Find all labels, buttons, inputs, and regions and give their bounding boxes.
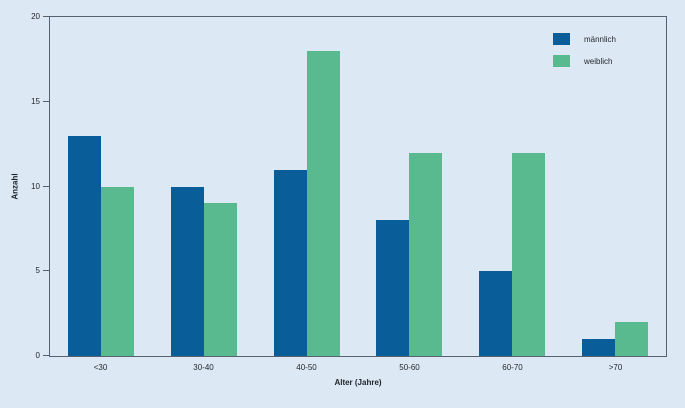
y-tick-label: 0 bbox=[35, 351, 40, 360]
bar-weiblich-60-70 bbox=[512, 152, 546, 356]
bar-group-40-50 bbox=[255, 17, 358, 356]
legend-item-männlich: männlich bbox=[552, 33, 616, 45]
y-tick-label: 15 bbox=[31, 96, 40, 106]
bar-weiblich-30-40 bbox=[204, 203, 237, 356]
bar-männlich-<30 bbox=[68, 135, 102, 356]
y-tick-mark bbox=[43, 100, 49, 102]
bar-groups bbox=[50, 17, 666, 356]
x-tick-label: 60-70 bbox=[502, 363, 523, 372]
legend-label: männlich bbox=[583, 34, 616, 44]
plot-area: 0 5 10 15 20 männlich weiblich bbox=[31, 12, 667, 360]
legend-label: weiblich bbox=[583, 56, 613, 66]
bar-männlich->70 bbox=[581, 339, 615, 356]
x-axis-title: Alter (Jahre) bbox=[334, 378, 382, 387]
legend-swatch bbox=[552, 33, 570, 45]
x-tick-label: 50-60 bbox=[399, 363, 420, 372]
bar-männlich-50-60 bbox=[376, 220, 410, 356]
bar-group->70 bbox=[563, 17, 666, 356]
y-tick-label: 10 bbox=[31, 181, 40, 191]
bar-weiblich-50-60 bbox=[409, 152, 443, 356]
x-tick-label: 40-50 bbox=[296, 363, 317, 372]
x-tick-label: >70 bbox=[608, 363, 623, 372]
bar-weiblich-40-50 bbox=[306, 50, 340, 356]
y-tick-label: 20 bbox=[31, 12, 40, 21]
bar-weiblich->70 bbox=[614, 322, 648, 356]
bar-männlich-30-40 bbox=[171, 186, 204, 356]
x-axis-tick-labels: <30 30-40 40-50 50-60 60-70 >70 bbox=[49, 363, 667, 372]
bar-group-50-60 bbox=[358, 17, 461, 356]
y-tick-mark bbox=[43, 355, 49, 356]
bar-männlich-60-70 bbox=[479, 271, 513, 356]
x-tick-label: <30 bbox=[93, 363, 108, 372]
bar-weiblich-<30 bbox=[101, 186, 135, 356]
legend-swatch bbox=[552, 55, 570, 67]
bar-männlich-40-50 bbox=[273, 169, 307, 356]
bar-group-60-70 bbox=[461, 17, 564, 356]
y-tick-mark bbox=[43, 185, 49, 187]
bar-group-30-40 bbox=[153, 17, 256, 356]
y-tick-mark bbox=[43, 270, 49, 272]
legend: männlich weiblich bbox=[552, 33, 616, 77]
y-tick-label: 5 bbox=[35, 266, 40, 276]
bar-group-<30 bbox=[50, 17, 153, 356]
y-axis-ticks: 0 5 10 15 20 bbox=[31, 12, 666, 360]
y-tick-mark bbox=[43, 16, 49, 17]
legend-item-weiblich: weiblich bbox=[552, 55, 616, 67]
x-tick-label: 30-40 bbox=[193, 363, 214, 372]
